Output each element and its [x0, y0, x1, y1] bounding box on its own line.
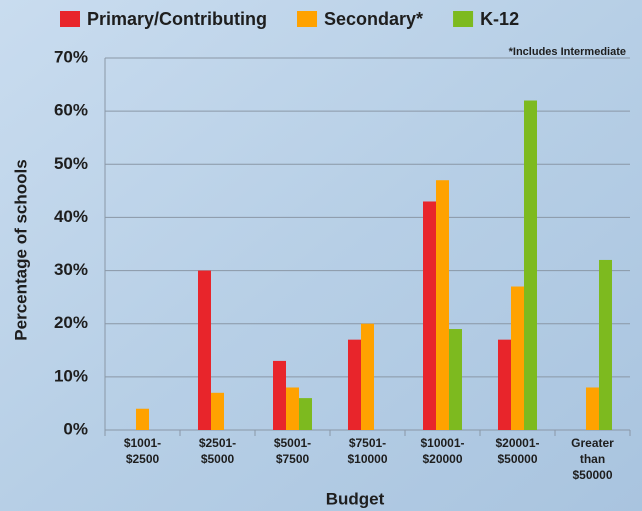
x-tick-label: $2501-$5000: [199, 436, 236, 466]
bar: [498, 339, 511, 430]
bar: [449, 329, 462, 430]
y-tick-label: 0%: [63, 419, 88, 438]
bar: [524, 100, 537, 430]
note: *Includes Intermediate: [509, 46, 626, 58]
legend-label: K-12: [480, 9, 519, 29]
y-tick-label: 60%: [54, 101, 88, 120]
bar: [273, 360, 286, 430]
bar: [198, 270, 211, 430]
x-tick-label: $7501-$10000: [347, 436, 387, 466]
bar: [136, 408, 149, 430]
y-tick-label: 10%: [54, 366, 88, 385]
y-axis-title: Percentage of schools: [11, 159, 30, 340]
bar: [211, 392, 224, 430]
bar: [286, 387, 299, 430]
bar: [511, 286, 524, 430]
x-tick-label: $20001-$50000: [495, 436, 539, 466]
legend-swatch: [453, 11, 474, 27]
bar: [586, 387, 599, 430]
y-tick-label: 40%: [54, 207, 88, 226]
y-tick-label: 70%: [54, 47, 88, 66]
x-tick-label: $5001-$7500: [274, 436, 311, 466]
y-tick-label: 20%: [54, 313, 88, 332]
x-tick-label: $10001-$20000: [420, 436, 464, 466]
bar: [423, 201, 436, 430]
bar: [348, 339, 361, 430]
bar: [299, 398, 312, 430]
y-tick-label: 50%: [54, 154, 88, 173]
legend-label: Primary/Contributing: [87, 9, 267, 29]
legend-swatch: [297, 11, 318, 27]
bar: [361, 323, 374, 430]
legend-swatch: [60, 11, 80, 27]
y-tick-label: 30%: [54, 260, 88, 279]
x-axis-title: Budget: [326, 489, 385, 508]
x-tick-label: $1001-$2500: [124, 436, 161, 466]
bar: [436, 180, 449, 430]
legend-label: Secondary*: [324, 9, 423, 29]
x-tick-label: Greater than $50000: [571, 436, 614, 482]
bar: [599, 259, 612, 430]
